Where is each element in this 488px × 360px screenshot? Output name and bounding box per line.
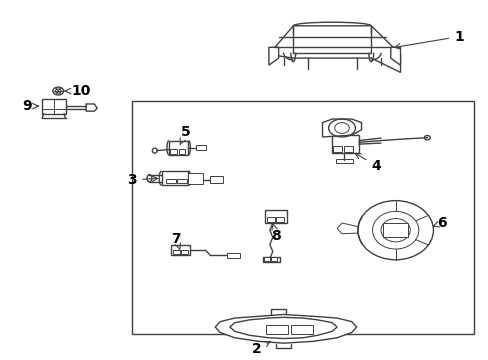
Bar [132, 101, 473, 334]
Bar [290, 325, 312, 334]
Bar [276, 217, 284, 222]
Bar [263, 257, 280, 262]
Bar [161, 171, 188, 185]
Polygon shape [215, 315, 356, 343]
Bar [266, 325, 288, 334]
Bar [335, 159, 352, 163]
Bar [383, 223, 407, 237]
Text: 7: 7 [171, 232, 181, 249]
Ellipse shape [53, 87, 63, 95]
Text: 2: 2 [251, 341, 270, 356]
Bar [166, 179, 176, 183]
Ellipse shape [357, 201, 432, 260]
Polygon shape [268, 26, 400, 72]
Polygon shape [86, 104, 97, 111]
Ellipse shape [372, 211, 418, 249]
Ellipse shape [55, 89, 61, 93]
Polygon shape [336, 223, 357, 234]
Bar [172, 250, 179, 254]
Bar [271, 257, 277, 261]
Polygon shape [390, 47, 400, 65]
Text: 9: 9 [22, 99, 38, 113]
Bar [188, 173, 203, 184]
Bar [264, 257, 269, 261]
Bar [227, 253, 239, 258]
Bar [343, 145, 352, 152]
Bar [266, 217, 274, 222]
Bar [331, 135, 358, 153]
Bar [181, 250, 187, 254]
Bar [332, 145, 341, 152]
Polygon shape [322, 119, 361, 137]
Text: 1: 1 [394, 30, 463, 49]
Bar [42, 99, 65, 114]
Bar [171, 245, 189, 255]
Text: 5: 5 [180, 125, 190, 144]
Polygon shape [229, 318, 336, 338]
Bar [210, 176, 222, 183]
Polygon shape [268, 47, 278, 65]
Bar [265, 211, 287, 223]
Text: 10: 10 [65, 84, 91, 98]
Bar [195, 145, 206, 150]
Bar [168, 140, 188, 155]
Text: 6: 6 [432, 216, 446, 230]
Text: 3: 3 [127, 173, 157, 187]
Bar [178, 149, 185, 154]
Text: 8: 8 [271, 223, 281, 243]
Bar [170, 149, 177, 154]
Text: 4: 4 [354, 153, 380, 173]
Bar [177, 179, 186, 183]
